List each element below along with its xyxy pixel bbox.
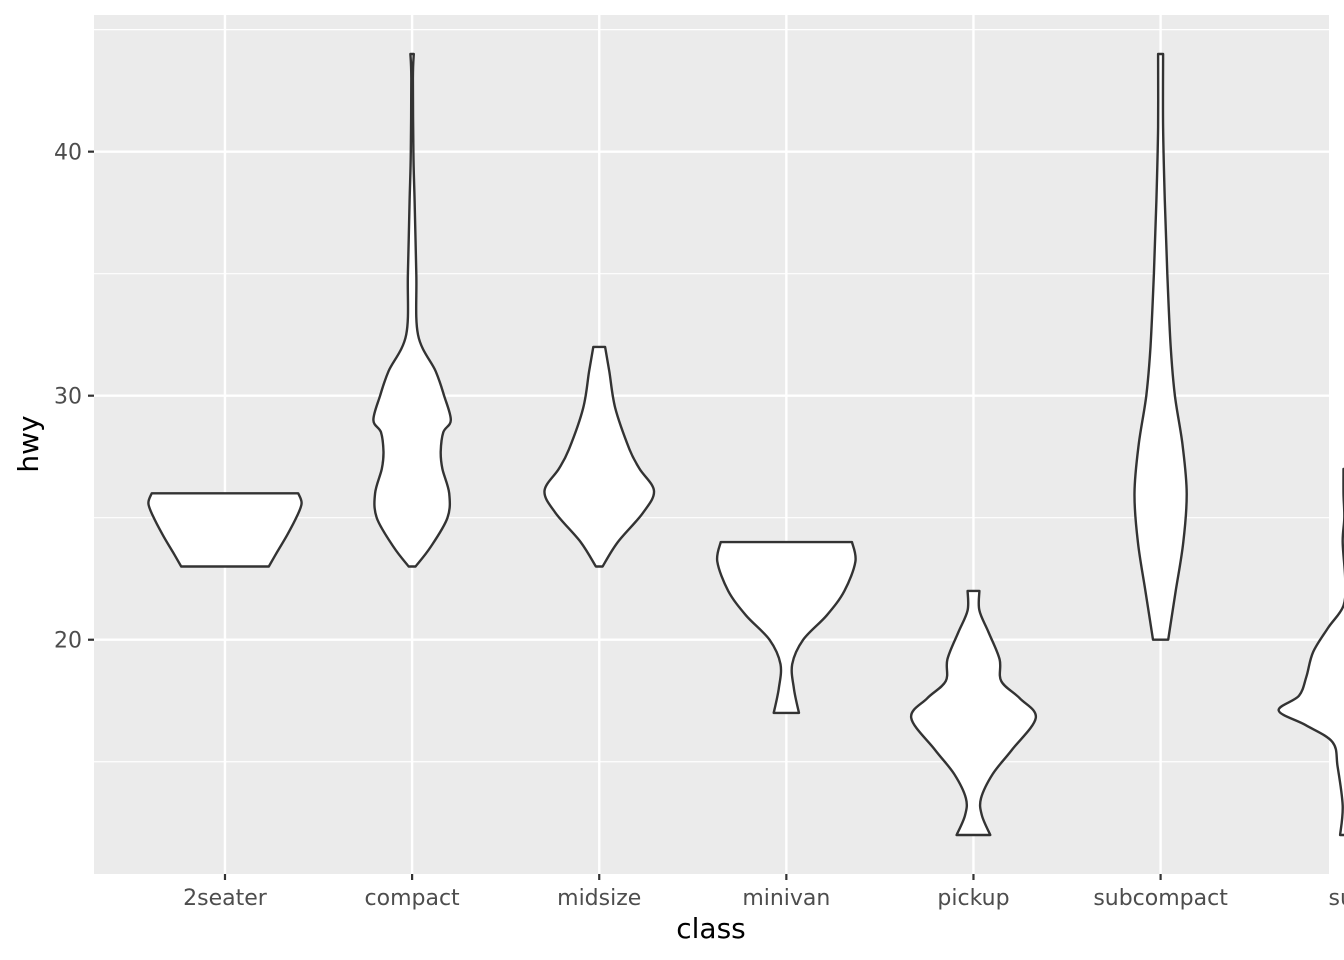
- y-axis: 20 30 40: [54, 141, 94, 654]
- violin-pickup: [909, 589, 1038, 837]
- violins: [147, 52, 1344, 837]
- y-tick-label: 30: [54, 385, 82, 410]
- x-tick-label: 2seater: [183, 886, 268, 911]
- plot-panel: [94, 15, 1329, 874]
- x-tick-label: compact: [365, 886, 461, 911]
- x-tick-label: pickup: [937, 886, 1009, 911]
- minor-gridlines: [94, 29, 1329, 763]
- violin-subcompact: [1133, 52, 1188, 641]
- x-tick-label: midsize: [557, 886, 641, 911]
- x-tick-label: subcompact: [1093, 886, 1228, 911]
- y-tick-label: 40: [54, 141, 82, 166]
- y-axis-title: hwy: [12, 415, 45, 472]
- x-axis-title: class: [676, 912, 746, 945]
- x-tick-label: suv: [1328, 886, 1344, 911]
- x-axis: 2seater compact midsize minivan pickup subcom…: [183, 874, 1344, 911]
- violin-compact: [372, 52, 452, 568]
- violin-2seater: [147, 492, 303, 568]
- y-tick-label: 20: [54, 629, 82, 654]
- violin-suv: [1277, 467, 1344, 837]
- x-tick-label: minivan: [742, 886, 830, 911]
- violin-minivan: [715, 540, 857, 715]
- violin-midsize: [543, 345, 656, 568]
